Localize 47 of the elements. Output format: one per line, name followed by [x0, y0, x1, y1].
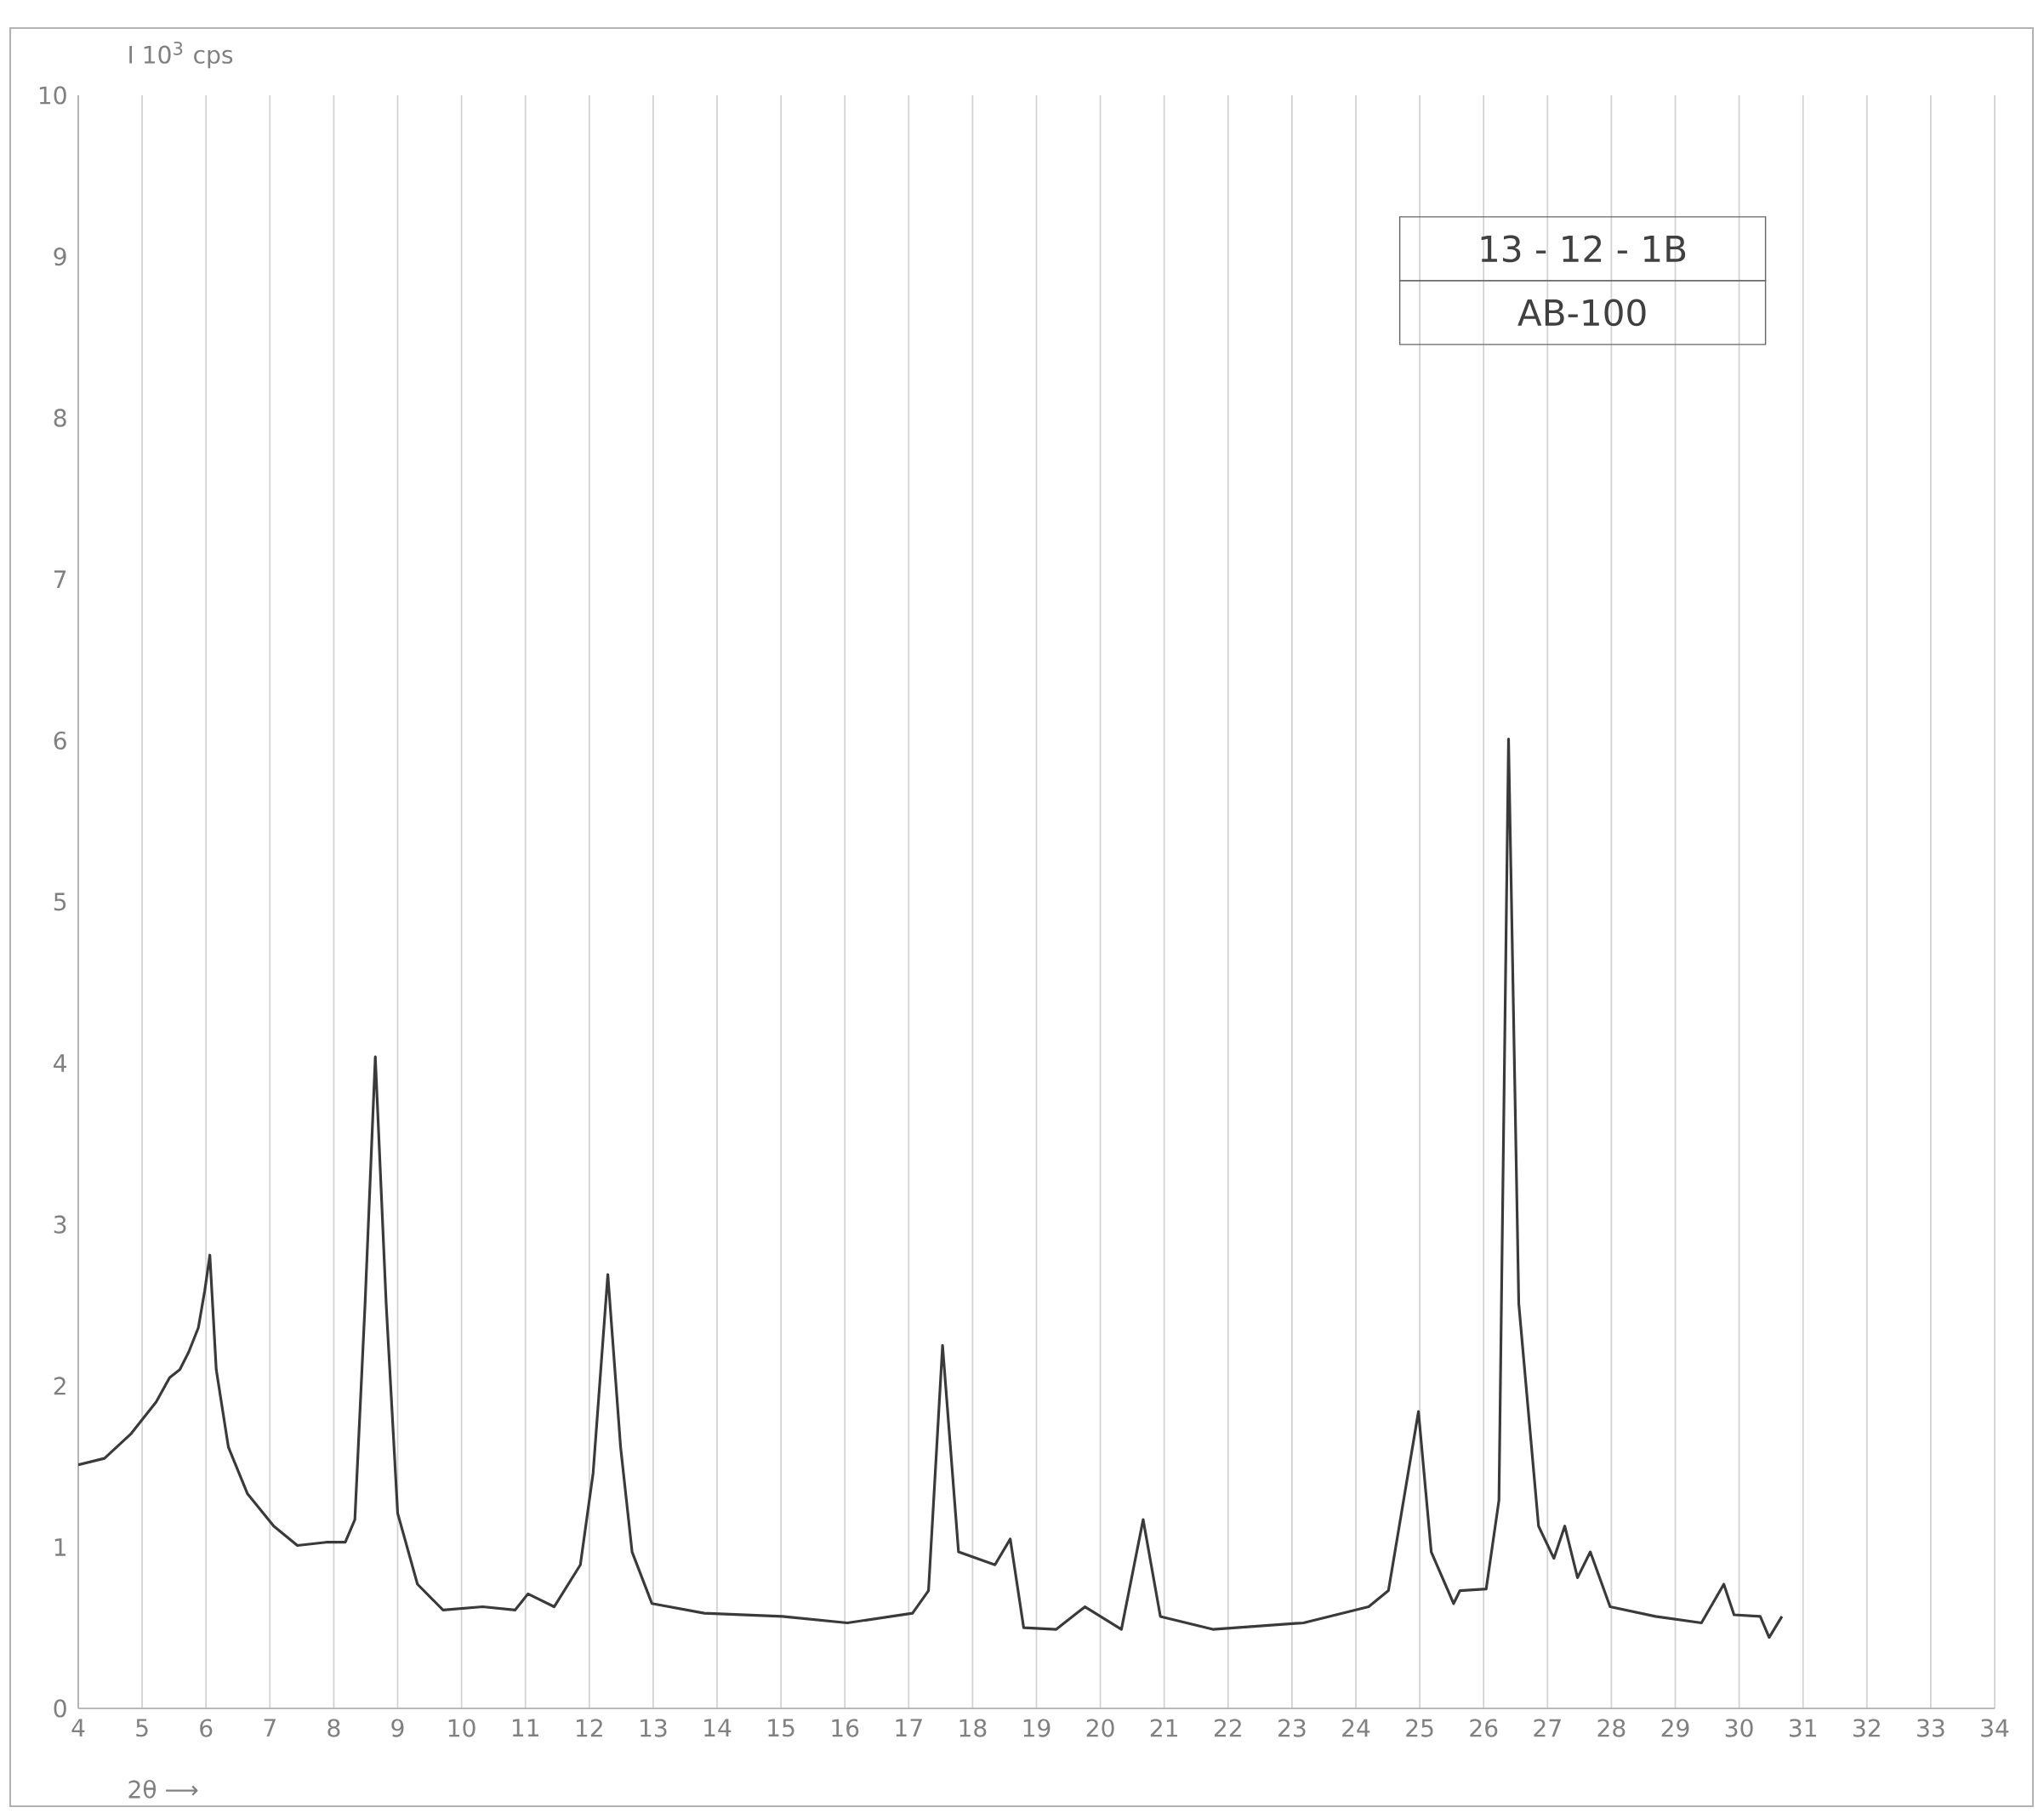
annotation: AB-100 — [1517, 299, 1646, 327]
x-tick-label: 33 — [1917, 1719, 1944, 1737]
x-tick-label: 23 — [1278, 1719, 1306, 1737]
y-axis-title: I 10$^{3}$ cps — [129, 41, 233, 69]
x-axis-title: 2θ ⟶ — [128, 1779, 198, 1799]
x-tick-label: 6 — [200, 1719, 213, 1737]
x-tick-label: 24 — [1342, 1719, 1370, 1737]
x-tick-label: 28 — [1597, 1719, 1626, 1737]
x-tick-label: 20 — [1086, 1719, 1114, 1737]
y-tick-label: 8 — [54, 408, 66, 427]
y-tick-label: 10 — [39, 86, 66, 105]
x-tick-label: 10 — [448, 1719, 475, 1737]
x-tick-label: 11 — [512, 1719, 538, 1736]
x-tick-label: 14 — [704, 1719, 732, 1736]
y-tick-label: 4 — [54, 1054, 67, 1072]
x-tick-label: 32 — [1853, 1719, 1880, 1737]
x-tick-label: 5 — [136, 1719, 148, 1737]
annotation: 13 - 12 - 1B — [1481, 235, 1686, 263]
x-tick-label: 29 — [1661, 1719, 1689, 1737]
x-tick-label: 12 — [577, 1719, 602, 1737]
x-tick-label: 13 — [641, 1719, 667, 1737]
x-tick-label: 22 — [1214, 1719, 1241, 1737]
x-tick-label: 7 — [264, 1719, 276, 1736]
x-tick-label: 15 — [768, 1719, 794, 1737]
x-tick-label: 27 — [1534, 1719, 1561, 1737]
y-tick-label: 0 — [54, 1699, 66, 1718]
x-tick-label: 21 — [1150, 1719, 1177, 1737]
y-tick-label: 3 — [54, 1215, 66, 1234]
y-tick-label: 6 — [54, 731, 66, 750]
x-tick-label: 19 — [1023, 1719, 1050, 1737]
x-tick-label: 25 — [1406, 1719, 1433, 1737]
y-tick-label: 2 — [54, 1377, 65, 1395]
line-series — [78, 737, 1784, 1639]
x-tick-label: 4 — [71, 1719, 85, 1736]
x-tick-label: 16 — [832, 1719, 859, 1737]
y-tick-label: 7 — [54, 570, 66, 589]
y-tick-label: 1 — [54, 1538, 65, 1556]
x-tick-label: 30 — [1725, 1719, 1753, 1737]
x-tick-label: 17 — [896, 1719, 922, 1736]
x-tick-label: 18 — [959, 1719, 987, 1737]
y-tick-label: 5 — [54, 892, 66, 911]
x-tick-label: 31 — [1789, 1719, 1816, 1737]
x-tick-label: 9 — [391, 1719, 404, 1737]
x-tick-label: 34 — [1981, 1719, 2009, 1737]
y-tick-label: 9 — [54, 247, 66, 266]
x-tick-label: 8 — [327, 1719, 340, 1737]
x-tick-label: 26 — [1470, 1719, 1498, 1737]
